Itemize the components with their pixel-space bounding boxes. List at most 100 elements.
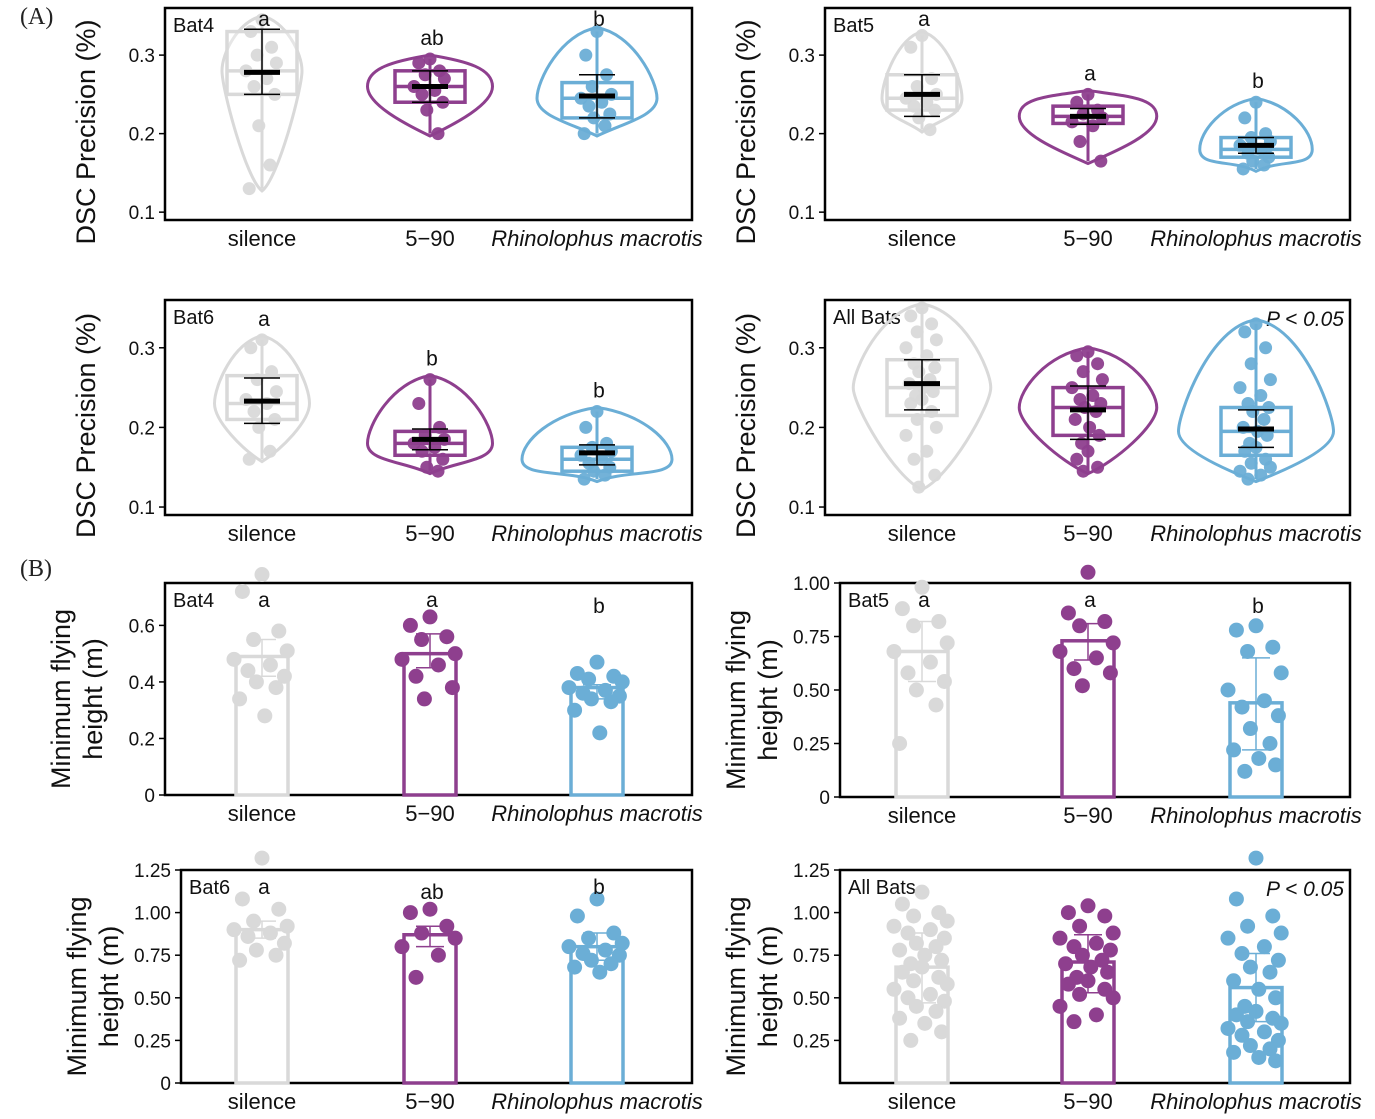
b4-point-rhino [1251, 1049, 1267, 1065]
b3-sig-letter-tone: ab [420, 881, 443, 904]
a3-point-rhino [590, 404, 604, 418]
a2-ytick-label: 0.1 [789, 203, 815, 224]
a2-violin-tone [1017, 88, 1159, 166]
a4-ytick-label: 0.2 [789, 418, 815, 439]
b1-point-rhino [561, 680, 577, 696]
b3-point-tone [430, 947, 446, 963]
b3-ytick-label: 1.00 [134, 904, 171, 925]
a4-point-tone [1081, 345, 1095, 359]
a2-point-tone [1086, 119, 1100, 133]
b2-sig-letter-rhino: b [1252, 595, 1264, 618]
b4-ytick-label: 0.50 [793, 989, 830, 1010]
a2-point-tone [1073, 134, 1087, 148]
a4-point-tone [1081, 444, 1095, 458]
a4-point-rhino [1262, 401, 1276, 414]
a3-violin-tone [365, 374, 495, 476]
b2-point-rhino [1270, 708, 1286, 724]
b4-point-silence [917, 1015, 933, 1031]
b1-point-silence [271, 623, 287, 639]
b1-point-silence [276, 668, 292, 684]
b3-ytick-label: 1.25 [134, 861, 171, 882]
a4-point-silence [928, 361, 942, 375]
b2-point-silence [922, 654, 938, 670]
b4-point-rhino [1262, 964, 1278, 980]
a3-point-tone [412, 397, 426, 411]
b4-point-rhino [1234, 1027, 1250, 1043]
a3-sig-letter-silence: a [258, 308, 270, 331]
b1-point-silence [240, 663, 256, 679]
b2-point-tone [1066, 661, 1082, 677]
b3-point-rhino [569, 908, 585, 924]
b4-point-tone [1100, 964, 1116, 980]
b2-point-silence [931, 614, 947, 630]
b4-point-silence [903, 1032, 919, 1048]
a4-ytick-label: 0.1 [789, 498, 815, 519]
b4-point-silence [892, 1010, 908, 1026]
a4-pvalue: P < 0.05 [1266, 308, 1344, 331]
b1-point-silence [257, 708, 273, 724]
a4-point-tone [1086, 389, 1100, 403]
b2-point-silence [892, 736, 908, 751]
b2-xtick-label: Rhinolophus macrotis [1150, 803, 1362, 828]
b4-ytick-label: 0.75 [793, 946, 830, 967]
b4-point-silence [894, 964, 910, 980]
a1-point-silence [265, 40, 279, 54]
a4-point-silence [904, 397, 918, 411]
a1-xtick-label: silence [228, 226, 296, 251]
b1-point-tone [430, 657, 446, 673]
b3-ylabel-line1: Minimum flying [62, 896, 92, 1076]
b4-xtick-label: Rhinolophus macrotis [1150, 1089, 1362, 1114]
a3-point-tone [433, 420, 447, 434]
b3-point-silence [262, 925, 278, 941]
a4-panel-label: All Bats [833, 307, 901, 329]
a3-panel-label: Bat6 [173, 307, 214, 329]
a3-point-tone [436, 452, 450, 466]
a2-point-silence [928, 103, 942, 117]
b4-point-tone [1060, 905, 1076, 921]
b4-point-silence [886, 918, 902, 934]
a4-point-rhino [1263, 460, 1277, 474]
b2-ytick-label: 0.50 [793, 681, 830, 702]
a3-point-rhino [598, 468, 612, 482]
a4-point-rhino [1244, 456, 1258, 470]
a4-point-silence [926, 385, 940, 399]
a1-point-rhino [577, 127, 591, 141]
b1-ytick-label: 0 [144, 786, 155, 807]
b4-point-tone [1088, 1007, 1104, 1023]
b2-point-tone [1102, 665, 1118, 681]
b4-point-tone [1080, 898, 1096, 914]
b4-point-silence [934, 952, 950, 968]
a4-point-tone [1091, 460, 1105, 474]
a1-point-silence [255, 13, 269, 27]
b2-point-silence [928, 697, 944, 713]
a1-point-rhino [582, 99, 596, 113]
b2-point-tone [1088, 650, 1104, 666]
b4-point-tone [1066, 1014, 1082, 1030]
b2-point-silence [894, 601, 910, 617]
a4-point-silence [912, 365, 926, 379]
b3-point-rhino [567, 959, 583, 975]
a1-plot-frame [163, 6, 694, 222]
a2-panel-label: Bat5 [833, 15, 874, 37]
a2-point-tone [1070, 95, 1084, 109]
b3-point-rhino [614, 935, 630, 951]
a3-point-tone [431, 464, 445, 478]
a2-ytick-label: 0.3 [789, 46, 815, 67]
b2-sig-letter-tone: a [1084, 589, 1096, 612]
b4-xtick-label: silence [888, 1089, 956, 1114]
b4-point-silence [892, 942, 908, 958]
a2-violin-rhino [1198, 96, 1314, 174]
b2-panel-label: Bat5 [848, 590, 889, 612]
a2-point-silence [915, 28, 929, 42]
b4-point-tone [1072, 986, 1088, 1002]
b1-point-silence [232, 691, 248, 707]
b1-point-tone [416, 691, 432, 707]
a4-point-silence [912, 480, 926, 494]
a1-ytick-label: 0.2 [129, 125, 155, 146]
a1-point-tone [415, 87, 429, 101]
a1-sig-letter-silence: a [258, 8, 270, 31]
a2-xtick-label: 5−90 [1063, 226, 1113, 251]
a2-point-tone [1081, 87, 1095, 101]
b1-point-silence [279, 643, 295, 659]
a2-point-silence [904, 40, 918, 54]
